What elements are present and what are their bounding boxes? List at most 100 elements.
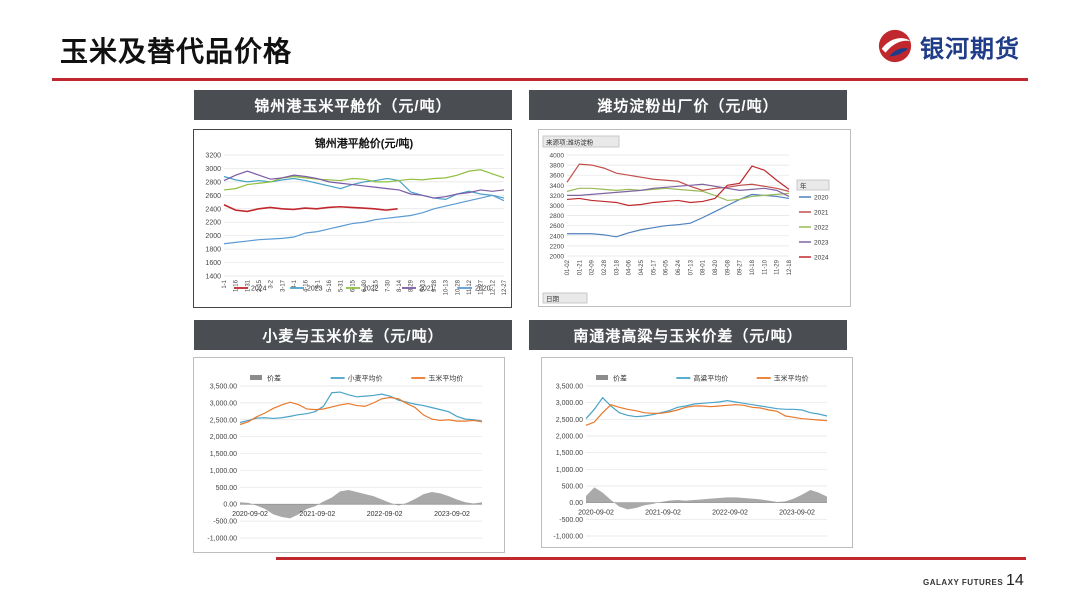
series-line-2023 [223, 175, 505, 200]
y-tick-label: 2000 [550, 254, 565, 261]
series-line-2020 [567, 193, 790, 238]
x-tick-label: 4-16 [304, 279, 310, 292]
y-tick-label: 3200 [550, 193, 565, 200]
footer-divider [276, 557, 1026, 560]
series-area-价差 [586, 487, 827, 510]
series-line-2021 [566, 163, 790, 192]
y-tick-label: -1,000.00 [207, 536, 237, 543]
x-tick-label: 12-18 [787, 259, 793, 275]
series-line-玉米平均价 [239, 396, 483, 426]
page-number: 14 [1006, 572, 1024, 589]
legend-label: 高粱平均价 [693, 374, 728, 383]
legend-swatch [250, 375, 262, 380]
y-tick-label: 3600 [550, 173, 565, 180]
panel-header-weifang: 潍坊淀粉出厂价（元/吨） [529, 90, 847, 120]
series-line-2023 [567, 183, 790, 197]
x-tick-label: 06-05 [664, 259, 670, 275]
x-tick-label: 08-20 [713, 259, 719, 275]
y-tick-label: 2,500.00 [210, 417, 237, 424]
x-tick-label: 12-12 [490, 279, 496, 295]
x-tick-label: 1-1 [222, 279, 228, 288]
y-tick-label: 3,500.00 [556, 384, 583, 391]
filter-box [542, 135, 620, 148]
y-tick-label: 2800 [550, 213, 565, 220]
legend-label: 2023 [814, 240, 829, 247]
x-tick-label: 08-01 [701, 259, 707, 275]
x-tick-label: 6-15 [350, 279, 356, 292]
series-area-价差 [240, 490, 482, 519]
y-tick-label: 1400 [205, 274, 221, 281]
y-tick-label: 3000 [550, 203, 565, 210]
y-tick-label: 500.00 [562, 484, 584, 491]
filter-label: 来源项:潍坊淀粉 [546, 138, 594, 147]
x-tick-label: 11-29 [775, 259, 781, 275]
y-tick-label: 3,500.00 [210, 384, 237, 391]
x-tick-label: 04-06 [627, 259, 633, 275]
y-tick-label: 2200 [550, 243, 565, 250]
x-tick-label: 2022-09-02 [712, 510, 748, 517]
x-tick-label: 12-27 [502, 279, 508, 295]
x-tick-label: 09-27 [738, 259, 744, 275]
x-tick-label: 02-09 [590, 259, 596, 275]
panel-header-wheat-corn: 小麦与玉米价差（元/吨） [194, 320, 512, 350]
y-tick-label: -1,000.00 [553, 534, 583, 541]
x-tick-label: 07-13 [688, 259, 694, 275]
x-tick-label: 05-17 [651, 259, 657, 275]
y-tick-label: 2600 [550, 223, 565, 230]
y-tick-label: 3,000.00 [210, 400, 237, 407]
legend-label: 2022 [363, 286, 379, 293]
x-tick-label: 2021-09-02 [299, 511, 335, 518]
legend-label: 2020 [475, 286, 491, 293]
chart-sorghum-corn-svg: -1,000.00 -500.00 0.00 500.00 1,000.00 1,500.… [553, 374, 828, 541]
y-tick-label: 500.00 [216, 485, 238, 492]
series-line-2021 [223, 170, 505, 199]
date-label: 日期 [546, 295, 560, 303]
chart-title: 锦州港平舱价(元/吨) [315, 136, 414, 150]
legend-label: 2021 [419, 286, 435, 293]
y-tick-label: 3,000.00 [556, 400, 583, 407]
series-line-2022 [223, 169, 505, 191]
page-title: 玉米及替代品价格 [60, 36, 293, 67]
x-tick-label: 2020-09-02 [232, 511, 268, 518]
x-tick-label: 5-16 [327, 279, 333, 292]
y-tick-label: 0.00 [569, 500, 583, 507]
y-tick-label: 2,500.00 [556, 417, 583, 424]
y-tick-label: 2,000.00 [556, 434, 583, 441]
legend-label: 2023 [307, 286, 323, 293]
legend-header-box [796, 179, 830, 191]
x-tick-label: 2021-09-02 [645, 510, 681, 517]
y-tick-label: 2200 [205, 220, 221, 227]
legend-label: 2024 [251, 286, 267, 293]
y-tick-label: 2400 [550, 233, 565, 240]
y-tick-label: 2800 [205, 179, 221, 186]
x-tick-label: 5-1 [315, 279, 321, 288]
x-tick-label: 9-28 [432, 279, 438, 292]
chart-weifang: 来源项:潍坊淀粉 2000 2200 2400 2600 2800 3000 3200 3400… [538, 129, 851, 307]
y-tick-label: 2600 [205, 193, 221, 200]
x-tick-label: 3-17 [280, 279, 286, 292]
legend-label: 价差 [613, 374, 627, 383]
x-tick-label: 06-24 [676, 259, 682, 275]
legend-label: 玉米平均价 [774, 374, 809, 383]
chart-wheat-corn: -1,000.00 -500.00 0.00 500.00 1,000.00 1,500.… [193, 357, 505, 553]
x-tick-label: 2023-09-02 [434, 511, 470, 518]
chart-weifang-svg: 来源项:潍坊淀粉 2000 2200 2400 2600 2800 3000 3200 3400… [542, 135, 830, 304]
chart-sorghum-corn: -1,000.00 -500.00 0.00 500.00 1,000.00 1,500.… [541, 357, 853, 548]
chart-wheat-corn-svg: -1,000.00 -500.00 0.00 500.00 1,000.00 1,500.… [207, 374, 483, 543]
x-tick-label: 1-16 [234, 279, 240, 292]
panel-header-sorghum-corn: 南通港高粱与玉米价差（元/吨） [529, 320, 847, 350]
x-tick-label: 1-31 [245, 279, 251, 292]
y-tick-label: 0.00 [223, 502, 237, 509]
x-tick-label: 10-13 [444, 279, 450, 295]
x-tick-label: 01-21 [577, 259, 583, 275]
x-tick-label: 02-28 [602, 259, 608, 275]
x-tick-label: 2-15 [257, 279, 263, 292]
legend-swatch [596, 375, 608, 380]
legend-title: 年 [800, 181, 807, 190]
legend-label: 2020 [814, 195, 829, 202]
x-tick-label: 2023-09-02 [779, 510, 815, 517]
x-tick-label: 09-08 [725, 259, 731, 275]
x-tick-label: 3-2 [269, 279, 275, 288]
x-tick-label: 04-25 [639, 259, 645, 275]
series-line-玉米平均价 [585, 403, 828, 426]
